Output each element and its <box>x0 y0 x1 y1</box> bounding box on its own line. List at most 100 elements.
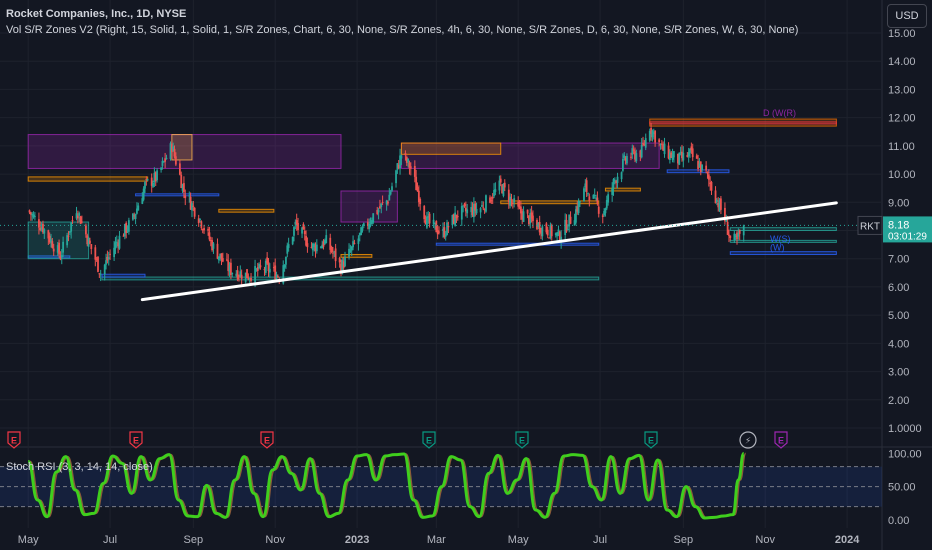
candle-body <box>108 257 110 259</box>
candle-body <box>729 235 731 237</box>
candle-body <box>391 186 393 190</box>
candle-body <box>94 247 96 259</box>
candle-body <box>517 202 519 207</box>
sr-zone <box>219 209 274 212</box>
candle-body <box>184 195 186 198</box>
candle-body <box>344 257 346 266</box>
candle-body <box>688 152 690 156</box>
candle-body <box>331 247 333 252</box>
candle-body <box>586 180 588 192</box>
candle-body <box>570 217 572 224</box>
candle-body <box>293 227 295 236</box>
time-tick-label: Mar <box>427 534 446 546</box>
candle-body <box>70 223 72 232</box>
candle-body <box>241 275 243 279</box>
candle-body <box>137 206 139 211</box>
candle-body <box>246 269 248 278</box>
candle-body <box>579 201 581 202</box>
candle-body <box>226 259 228 260</box>
candle-body <box>621 172 623 179</box>
candle-body <box>292 237 294 244</box>
candle-body <box>438 232 440 233</box>
candle-body <box>485 195 487 211</box>
currency-button[interactable]: USD <box>887 4 927 28</box>
candle-body <box>269 269 271 273</box>
price-tick-label: 1.0000 <box>888 423 922 435</box>
chart-title: Rocket Companies, Inc., 1D, NYSE <box>6 8 186 20</box>
candle-body <box>626 156 628 163</box>
candle-body <box>390 192 392 195</box>
candle-body <box>567 229 569 230</box>
candle-body <box>445 235 447 237</box>
candle-body <box>645 138 647 148</box>
candle-body <box>105 260 107 264</box>
event-marker-label: E <box>426 436 432 446</box>
candle-body <box>504 183 506 188</box>
candle-body <box>602 215 604 216</box>
candle-body <box>705 166 707 171</box>
candle-body <box>631 148 633 155</box>
candle-body <box>743 225 745 235</box>
price-tick-label: 15.00 <box>888 28 916 40</box>
last-price-value: 8.18 <box>888 219 909 231</box>
candle-body <box>512 203 514 204</box>
stoch-rsi-legend[interactable]: Stoch RSI (3, 3, 14, 14, close) <box>6 461 153 473</box>
candle-body <box>664 144 666 154</box>
candle-body <box>90 244 92 249</box>
candle-body <box>490 200 492 201</box>
candle-body <box>38 219 40 227</box>
candle-body <box>325 235 327 243</box>
candle-body <box>352 241 354 247</box>
candle-body <box>194 208 196 217</box>
candle-body <box>692 148 694 157</box>
candle-body <box>160 168 162 170</box>
candle-body <box>362 228 364 231</box>
price-tick-label: 10.00 <box>888 169 916 181</box>
zone-label: D (W(R) <box>763 108 796 118</box>
candle-body <box>175 156 177 164</box>
candle-body <box>630 157 632 158</box>
candle-body <box>454 213 456 226</box>
candle-body <box>594 195 596 196</box>
candle-body <box>605 208 607 213</box>
candle-body <box>457 216 459 217</box>
candle-body <box>288 244 290 248</box>
price-tick-label: 2.00 <box>888 395 909 407</box>
candle-body <box>34 216 36 217</box>
candle-body <box>58 243 60 255</box>
candle-body <box>191 203 193 210</box>
time-tick-label: May <box>508 534 529 546</box>
candle-body <box>588 196 590 200</box>
stoch-tick-label: 100.00 <box>888 448 922 460</box>
candle-body <box>551 226 553 236</box>
candle-body <box>720 198 722 209</box>
candle-body <box>277 276 279 277</box>
event-marker-label: ⚡ <box>745 436 751 446</box>
candle-body <box>80 216 82 223</box>
price-tick-label: 5.00 <box>888 310 909 322</box>
event-marker-label: E <box>778 436 784 446</box>
candle-body <box>77 216 79 219</box>
candle-body <box>407 159 409 162</box>
candle-body <box>511 199 513 200</box>
candle-body <box>284 265 286 268</box>
candle-body <box>378 210 380 213</box>
candle-body <box>200 221 202 228</box>
candle-body <box>382 202 384 203</box>
candle-body <box>125 223 127 233</box>
price-tick-label: 9.00 <box>888 197 909 209</box>
candle-body <box>635 153 637 161</box>
candle-body <box>304 231 306 234</box>
candle-body <box>701 165 703 170</box>
candle-body <box>513 198 515 202</box>
candle-body <box>237 270 239 279</box>
candle-body <box>183 183 185 192</box>
candle-body <box>339 258 341 262</box>
candle-body <box>222 258 224 261</box>
indicator-legend[interactable]: Vol S/R Zones V2 (Right, 15, Solid, 1, S… <box>6 24 798 36</box>
sr-zone <box>605 188 640 191</box>
candle-body <box>587 193 589 194</box>
candle-body <box>380 204 382 207</box>
price-tick-label: 13.00 <box>888 84 916 96</box>
